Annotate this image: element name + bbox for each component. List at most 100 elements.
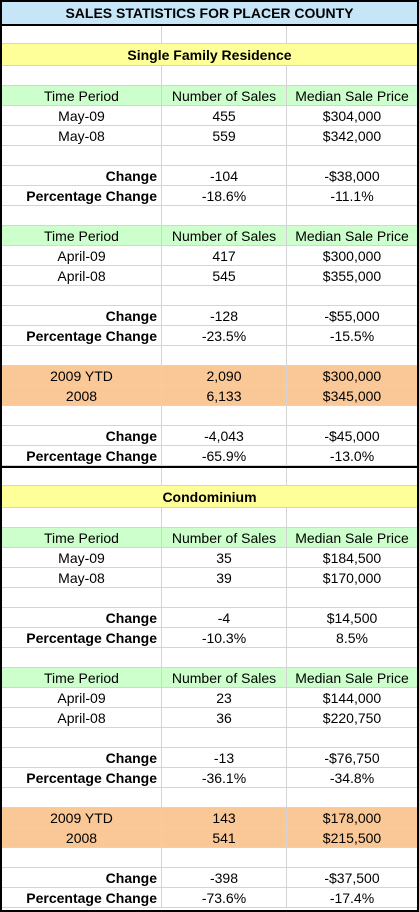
cell (2, 26, 162, 44)
header-sales: Number of Sales (162, 86, 287, 106)
header-row: Time Period Number of Sales Median Sale … (2, 528, 417, 548)
cell (162, 508, 287, 528)
blank-row (2, 146, 417, 166)
period-cell: 2008 (2, 386, 162, 406)
blank-row (2, 468, 417, 486)
sales-cell: 35 (162, 548, 287, 568)
change-label: Change (2, 748, 162, 768)
sales-pct: -18.6% (162, 186, 287, 206)
sales-cell: 39 (162, 568, 287, 588)
sales-pct: -23.5% (162, 326, 287, 346)
sales-change: -4 (162, 608, 287, 628)
change-row: Change -128 -$55,000 (2, 306, 417, 326)
change-row: Change -13 -$76,750 (2, 748, 417, 768)
cell (287, 206, 417, 226)
pct-row: Percentage Change -23.5% -15.5% (2, 326, 417, 346)
header-row: Time Period Number of Sales Median Sale … (2, 668, 417, 688)
section-title-sfr: Single Family Residence (2, 44, 417, 66)
header-row: Time Period Number of Sales Median Sale … (2, 226, 417, 246)
sales-change: -398 (162, 868, 287, 888)
cell (162, 648, 287, 668)
sales-change: -128 (162, 306, 287, 326)
sheet-title: SALES STATISTICS FOR PLACER COUNTY (2, 2, 417, 26)
header-price: Median Sale Price (287, 668, 417, 688)
header-period: Time Period (2, 86, 162, 106)
sales-cell: 36 (162, 708, 287, 728)
section-title-row: Condominium (2, 486, 417, 508)
period-cell: 2009 YTD (2, 366, 162, 386)
blank-row (2, 508, 417, 528)
pct-row: Percentage Change -18.6% -11.1% (2, 186, 417, 206)
cell (2, 406, 162, 426)
price-change: -$45,000 (287, 426, 417, 446)
cell (287, 406, 417, 426)
price-change: $14,500 (287, 608, 417, 628)
table-row: May-09 455 $304,000 (2, 106, 417, 126)
price-pct: -34.8% (287, 768, 417, 788)
price-cell: $144,000 (287, 688, 417, 708)
price-pct: -15.5% (287, 326, 417, 346)
cell (2, 468, 162, 486)
price-cell: $355,000 (287, 266, 417, 286)
table-row: April-09 417 $300,000 (2, 246, 417, 266)
pct-label: Percentage Change (2, 768, 162, 788)
sales-cell: 23 (162, 688, 287, 708)
sales-cell: 455 (162, 106, 287, 126)
sales-cell: 2,090 (162, 366, 287, 386)
price-pct: -17.4% (287, 888, 417, 908)
blank-row (2, 648, 417, 668)
ytd-row: 2009 YTD 143 $178,000 (2, 808, 417, 828)
change-label: Change (2, 426, 162, 446)
sales-pct: -36.1% (162, 768, 287, 788)
blank-row (2, 286, 417, 306)
sales-cell: 559 (162, 126, 287, 146)
cell (162, 286, 287, 306)
price-cell: $304,000 (287, 106, 417, 126)
price-cell: $300,000 (287, 246, 417, 266)
cell (287, 728, 417, 748)
cell (162, 26, 287, 44)
cell (162, 588, 287, 608)
ytd-row: 2008 6,133 $345,000 (2, 386, 417, 406)
header-price: Median Sale Price (287, 86, 417, 106)
period-cell: May-09 (2, 548, 162, 568)
cell (162, 728, 287, 748)
pct-row: Percentage Change -65.9% -13.0% (2, 446, 417, 466)
price-change: -$38,000 (287, 166, 417, 186)
cell (162, 346, 287, 366)
cell (2, 848, 162, 868)
table-row: April-09 23 $144,000 (2, 688, 417, 708)
change-label: Change (2, 608, 162, 628)
cell (287, 648, 417, 668)
change-row: Change -104 -$38,000 (2, 166, 417, 186)
section-title-row: Single Family Residence (2, 44, 417, 66)
sales-cell: 143 (162, 808, 287, 828)
header-price: Median Sale Price (287, 226, 417, 246)
sales-cell: 545 (162, 266, 287, 286)
period-cell: April-08 (2, 266, 162, 286)
price-cell: $300,000 (287, 366, 417, 386)
blank-row (2, 406, 417, 426)
period-cell: April-08 (2, 708, 162, 728)
sales-change: -4,043 (162, 426, 287, 446)
header-price: Median Sale Price (287, 528, 417, 548)
blank-row (2, 206, 417, 226)
cell (162, 206, 287, 226)
table-row: April-08 36 $220,750 (2, 708, 417, 728)
cell (287, 508, 417, 528)
table-row: April-08 545 $355,000 (2, 266, 417, 286)
price-change: -$37,500 (287, 868, 417, 888)
price-cell: $184,500 (287, 548, 417, 568)
ytd-row: 2009 YTD 2,090 $300,000 (2, 366, 417, 386)
price-change: -$55,000 (287, 306, 417, 326)
sales-cell: 417 (162, 246, 287, 266)
price-cell: $342,000 (287, 126, 417, 146)
cell (287, 346, 417, 366)
change-row: Change -4,043 -$45,000 (2, 426, 417, 446)
pct-label: Percentage Change (2, 888, 162, 908)
cell (162, 788, 287, 808)
period-cell: April-09 (2, 688, 162, 708)
blank-row (2, 788, 417, 808)
table-row: May-08 39 $170,000 (2, 568, 417, 588)
